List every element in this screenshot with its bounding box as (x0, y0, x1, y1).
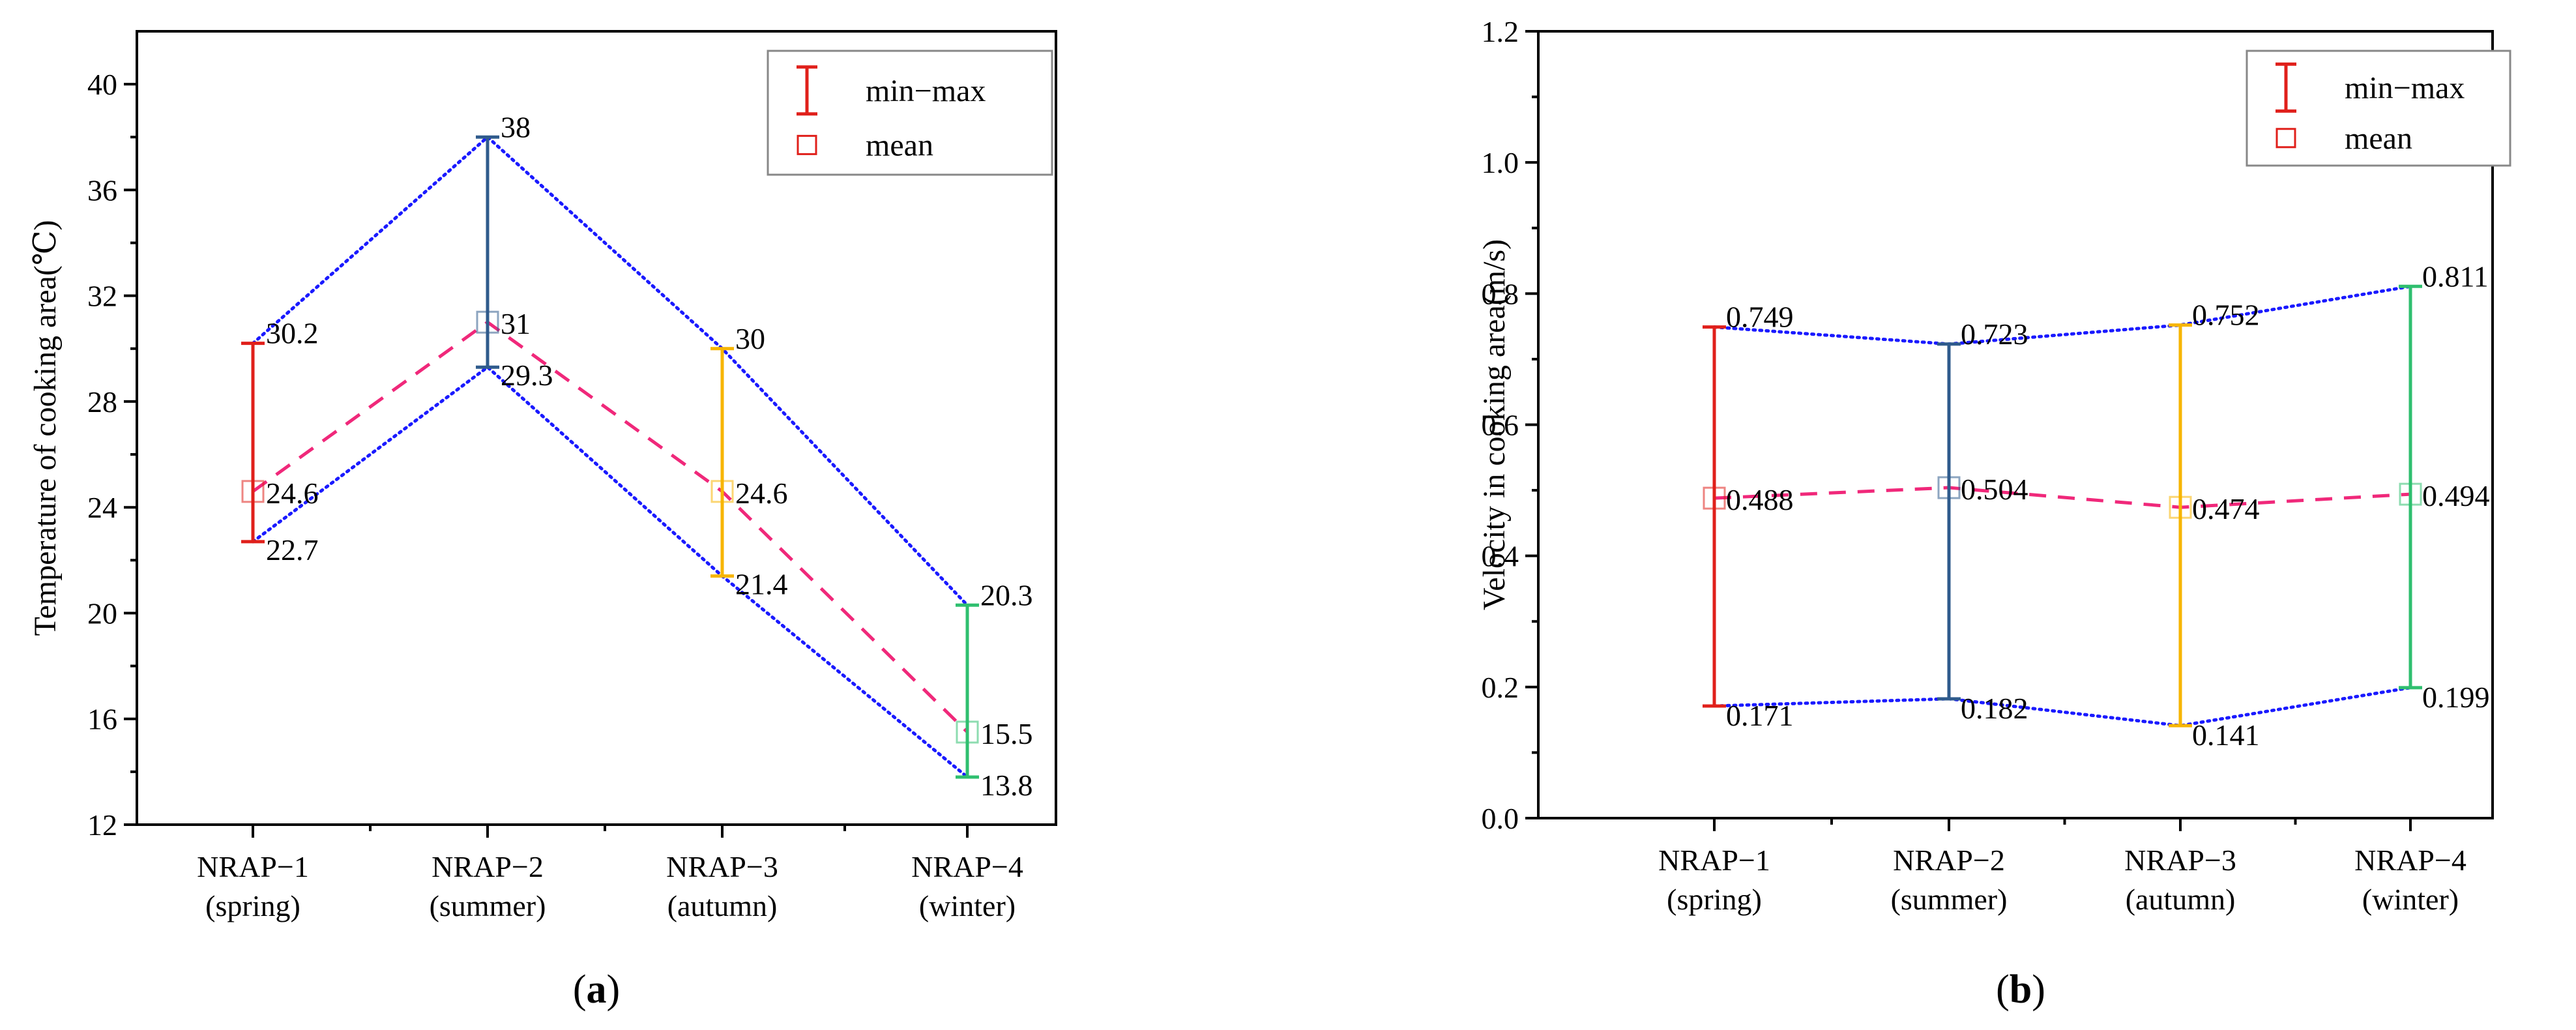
mean-marker (2169, 495, 2192, 519)
mean-marker (1703, 486, 1726, 510)
data-label-max: 30 (735, 322, 765, 355)
x-tick-label-season: (summer) (430, 889, 546, 922)
y-tick-label: 40 (87, 68, 117, 101)
data-label-min: 0.182 (1961, 692, 2028, 725)
y-axis-title: Velocity in cooking area(m/s) (1477, 239, 1512, 610)
legend: min−max mean (2246, 50, 2511, 167)
legend-mean-label: mean (2345, 121, 2412, 156)
x-tick-label: NRAP−1 (197, 850, 309, 883)
x-tick-label-season: (winter) (919, 889, 1016, 922)
data-label-mean: 24.6 (266, 477, 319, 510)
y-tick-label: 0.6 (1482, 409, 1519, 442)
x-tick-label: NRAP−4 (2354, 844, 2466, 877)
data-label-max: 20.3 (980, 578, 1033, 611)
legend-minmax-label: min−max (2345, 70, 2465, 105)
mean-connector-line (1714, 486, 2411, 509)
y-tick-label: 36 (87, 173, 117, 207)
mean-marker (1937, 476, 1961, 499)
legend: min−max mean (767, 50, 1053, 176)
data-label-mean: 24.6 (735, 477, 788, 510)
x-tick-label: NRAP−4 (911, 850, 1023, 883)
x-tick-label-season: (winter) (2362, 883, 2459, 916)
mean-marker (2399, 482, 2422, 506)
legend-minmax-label: min−max (866, 74, 986, 108)
max-connector-line (251, 134, 969, 607)
x-tick-label: NRAP−2 (432, 850, 544, 883)
legend-mean-label: mean (866, 128, 933, 162)
x-tick-label-season: (spring) (205, 889, 300, 922)
y-tick-label: 16 (87, 703, 117, 736)
y-tick-label: 12 (87, 808, 117, 842)
panel-label-close-paren: ) (2032, 967, 2045, 1012)
data-label-min: 21.4 (735, 568, 788, 601)
mean-marker (241, 480, 265, 503)
panel-label-close-paren: ) (607, 967, 621, 1012)
data-label-mean: 31 (501, 307, 531, 340)
panel-label-letter: b (2010, 967, 2032, 1012)
x-tick-label: NRAP−2 (1893, 844, 2005, 877)
min-connector-line (251, 364, 969, 779)
y-tick-label: 1.0 (1482, 146, 1519, 179)
panel-label-letter: a (587, 967, 607, 1012)
x-tick-label: NRAP−1 (1658, 844, 1770, 877)
y-tick-label: 0.4 (1482, 540, 1519, 573)
data-label-mean: 0.488 (1726, 483, 1794, 516)
y-tick-label: 24 (87, 491, 117, 524)
y-tick-label: 0.0 (1482, 802, 1519, 835)
data-label-mean: 0.494 (2422, 479, 2490, 512)
data-label-max: 30.2 (266, 317, 319, 350)
y-tick-label: 28 (87, 385, 117, 419)
data-label-max: 0.723 (1961, 317, 2028, 351)
min-connector-line (1712, 686, 2412, 728)
mean-marker (956, 720, 979, 744)
legend-mean-icon (797, 134, 817, 155)
panel-label: (a) (573, 967, 620, 1012)
panel-label-open-paren: ( (1996, 967, 2010, 1012)
panel-label-open-paren: ( (573, 967, 587, 1012)
data-label-min: 0.171 (1726, 699, 1794, 732)
chart-panel-b: 0.0 0.2 0.4 0.6 0.8 1.0 1.2 NRAP−1 (spring) NRAP−… (1477, 15, 2511, 1012)
y-tick-label: 0.2 (1482, 671, 1519, 704)
data-label-min: 13.8 (980, 769, 1033, 802)
data-label-min: 0.141 (2192, 718, 2260, 752)
y-tick-label: 20 (87, 596, 117, 630)
max-connector-line (1712, 284, 2412, 346)
x-tick-label: NRAP−3 (666, 850, 778, 883)
chart-panel-a: 12 16 20 24 28 32 36 40 NRAP−1 (spring) NRAP−2 (sum… (28, 30, 1057, 1012)
y-tick-label: 1.2 (1482, 15, 1519, 48)
x-tick-label-season: (spring) (1667, 883, 1762, 916)
mean-marker (476, 310, 499, 334)
data-label-max: 0.752 (2192, 299, 2260, 332)
mean-marker (710, 480, 734, 503)
data-label-mean: 0.474 (2192, 492, 2260, 525)
data-label-max: 0.749 (1726, 301, 1794, 334)
data-label-mean: 15.5 (980, 717, 1033, 750)
plot-frame (136, 30, 1057, 826)
panel-label: (b) (1996, 967, 2045, 1012)
mean-connector-line (252, 320, 969, 733)
y-axis-title: Temperature of cooking area(℃) (28, 220, 63, 636)
y-tick-label: 0.8 (1482, 277, 1519, 310)
data-label-min: 0.199 (2422, 681, 2490, 714)
x-tick-label-season: (autumn) (2126, 883, 2236, 916)
x-tick-label-season: (summer) (1891, 883, 2008, 916)
x-tick-label-season: (autumn) (667, 889, 778, 922)
data-label-min: 29.3 (501, 359, 553, 392)
data-label-min: 22.7 (266, 533, 319, 566)
x-tick-label: NRAP−3 (2124, 844, 2236, 877)
data-label-mean: 0.504 (1961, 473, 2028, 506)
data-label-max: 0.811 (2422, 259, 2489, 293)
y-tick-label: 32 (87, 280, 117, 313)
data-label-max: 38 (501, 110, 531, 143)
legend-mean-icon (2276, 128, 2296, 149)
